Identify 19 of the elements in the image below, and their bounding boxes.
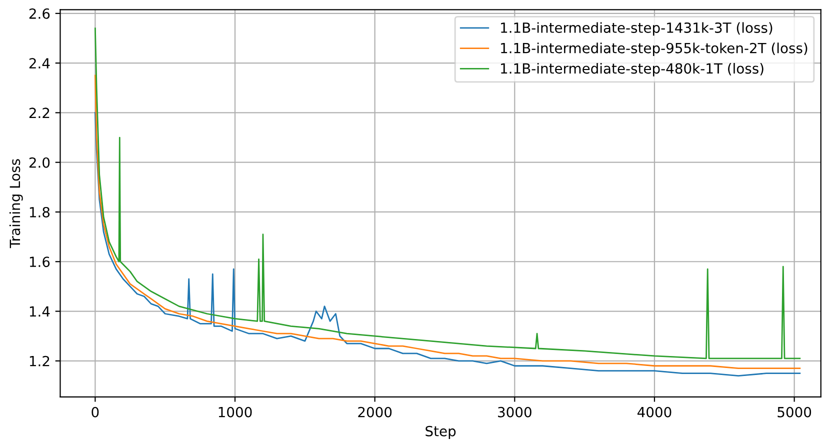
y-tick-label: 2.6 bbox=[29, 8, 50, 19]
y-tick-label: 1.2 bbox=[30, 356, 50, 366]
legend-label: 1.1B-intermediate-step-1431k-3T (loss) bbox=[501, 22, 772, 36]
y-tick-label: 1.4 bbox=[30, 306, 50, 317]
x-axis-title: Step bbox=[426, 426, 456, 440]
x-tick-label: 2000 bbox=[358, 406, 392, 418]
x-tick-label: 5000 bbox=[778, 406, 812, 418]
y-tick-label: 2.0 bbox=[29, 157, 50, 168]
x-tick-label: 3000 bbox=[498, 406, 532, 418]
y-tick-label: 1.8 bbox=[30, 206, 50, 218]
y-tick-label: 2.2 bbox=[29, 108, 50, 118]
y-axis-title: Training Loss bbox=[9, 159, 23, 248]
x-tick-label: 1000 bbox=[218, 406, 252, 418]
x-tick-label: 4000 bbox=[637, 406, 672, 418]
legend-label: 1.1B-intermediate-step-480k-1T (loss) bbox=[501, 62, 764, 76]
legend-label: 1.1B-intermediate-step-955k-token-2T (loss) bbox=[501, 42, 808, 56]
x-tick-label: 0 bbox=[92, 406, 99, 418]
y-tick-label: 2.4 bbox=[29, 58, 50, 68]
y-tick-label: 1.6 bbox=[30, 256, 50, 268]
